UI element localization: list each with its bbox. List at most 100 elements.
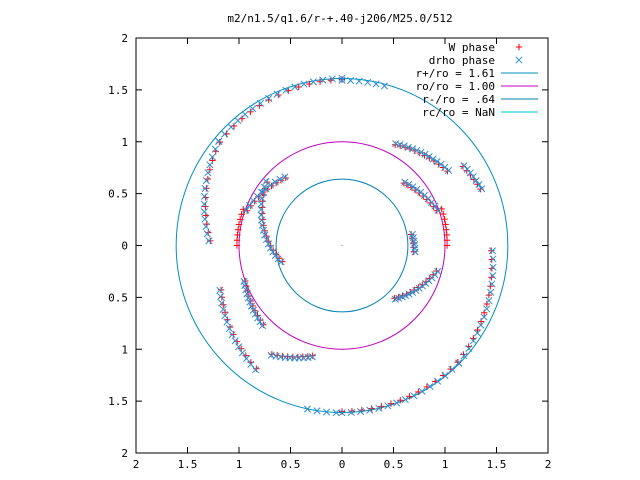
data-point bbox=[238, 349, 246, 357]
data-point bbox=[489, 272, 497, 280]
data-point bbox=[262, 177, 270, 185]
data-point bbox=[256, 318, 264, 326]
data-point bbox=[372, 80, 380, 88]
data-point bbox=[319, 76, 327, 84]
data-point bbox=[338, 408, 346, 415]
data-point bbox=[206, 166, 214, 173]
data-point bbox=[249, 105, 257, 113]
data-point bbox=[483, 305, 491, 313]
data-point bbox=[200, 192, 209, 200]
data-point bbox=[276, 175, 284, 183]
data-point bbox=[391, 295, 399, 303]
data-point bbox=[251, 310, 259, 318]
data-point bbox=[252, 366, 260, 374]
data-point bbox=[380, 82, 388, 90]
data-point bbox=[443, 226, 450, 233]
data-point bbox=[406, 393, 413, 400]
data-point bbox=[205, 237, 213, 245]
data-point bbox=[204, 169, 212, 177]
data-point bbox=[396, 141, 404, 149]
data-point bbox=[266, 244, 275, 252]
series-drho-phase bbox=[200, 74, 497, 417]
data-point bbox=[206, 161, 214, 169]
data-point bbox=[328, 75, 336, 83]
center-dot bbox=[341, 244, 343, 247]
x-tick-label: 1 bbox=[442, 458, 449, 471]
data-point bbox=[242, 286, 250, 294]
x-tick-label: 1.5 bbox=[487, 458, 507, 471]
data-point bbox=[257, 200, 265, 208]
data-point bbox=[245, 201, 254, 209]
data-point bbox=[475, 181, 483, 189]
data-point bbox=[271, 251, 280, 260]
data-point bbox=[407, 231, 415, 238]
data-point bbox=[221, 130, 229, 138]
data-point bbox=[393, 399, 401, 407]
data-point bbox=[397, 397, 404, 404]
x-tick-label: 1 bbox=[236, 458, 243, 471]
data-point bbox=[228, 331, 236, 339]
data-point bbox=[434, 377, 442, 385]
data-point bbox=[409, 145, 417, 153]
data-point bbox=[426, 382, 434, 391]
data-point bbox=[291, 83, 299, 91]
data-point bbox=[230, 331, 237, 338]
legend-label-r-plus: r+/ro = 1.61 bbox=[416, 67, 495, 80]
data-point bbox=[412, 286, 420, 295]
data-point bbox=[217, 293, 225, 301]
data-point bbox=[415, 284, 423, 292]
data-point bbox=[417, 188, 425, 196]
data-point bbox=[409, 183, 417, 191]
data-point bbox=[460, 162, 468, 170]
legend-label-drho-phase: drho phase bbox=[429, 54, 495, 67]
data-point bbox=[244, 294, 252, 302]
data-point bbox=[366, 406, 374, 414]
data-point bbox=[234, 231, 241, 239]
data-point bbox=[477, 321, 485, 329]
legend: W phase drho phase r+/ro = 1.61 ro/ro = … bbox=[416, 41, 538, 119]
data-point bbox=[279, 258, 286, 265]
legend-marker-drho-phase bbox=[515, 56, 523, 64]
data-point bbox=[258, 194, 266, 202]
data-point bbox=[231, 337, 239, 345]
data-point bbox=[488, 280, 496, 288]
data-point bbox=[203, 230, 211, 238]
data-point bbox=[347, 408, 355, 416]
data-point bbox=[300, 80, 308, 88]
y-tick-label: 1 bbox=[121, 136, 128, 149]
axis-ticks: 2 1.5 1 0.5 0 0.5 1 1.5 221.510.500.511.52 bbox=[108, 32, 551, 471]
data-point bbox=[443, 231, 451, 239]
data-point bbox=[338, 74, 346, 82]
data-point bbox=[332, 409, 340, 417]
data-point bbox=[488, 247, 495, 254]
data-point bbox=[219, 305, 227, 313]
data-point bbox=[485, 297, 493, 305]
x-tick-label: 1.5 bbox=[178, 458, 198, 471]
data-point bbox=[236, 216, 244, 223]
data-point bbox=[309, 78, 317, 86]
data-point bbox=[485, 291, 493, 299]
data-point bbox=[208, 153, 216, 161]
data-point bbox=[441, 163, 449, 171]
data-point bbox=[455, 359, 463, 367]
data-point bbox=[441, 216, 448, 223]
data-point bbox=[433, 158, 441, 166]
y-tick-label: 2 bbox=[121, 32, 128, 45]
data-point bbox=[221, 312, 229, 320]
data-point bbox=[269, 248, 277, 256]
data-point bbox=[472, 176, 480, 185]
data-point bbox=[395, 294, 402, 301]
data-point bbox=[387, 400, 395, 407]
data-point bbox=[256, 102, 263, 109]
data-point bbox=[303, 405, 312, 413]
y-tick-label: 2 bbox=[121, 447, 128, 460]
data-point bbox=[469, 173, 477, 181]
data-point bbox=[400, 142, 408, 150]
data-point bbox=[489, 263, 497, 271]
data-point bbox=[235, 221, 243, 228]
data-point bbox=[201, 184, 209, 193]
data-point bbox=[405, 180, 413, 188]
data-point bbox=[260, 183, 268, 191]
data-point bbox=[242, 355, 251, 363]
